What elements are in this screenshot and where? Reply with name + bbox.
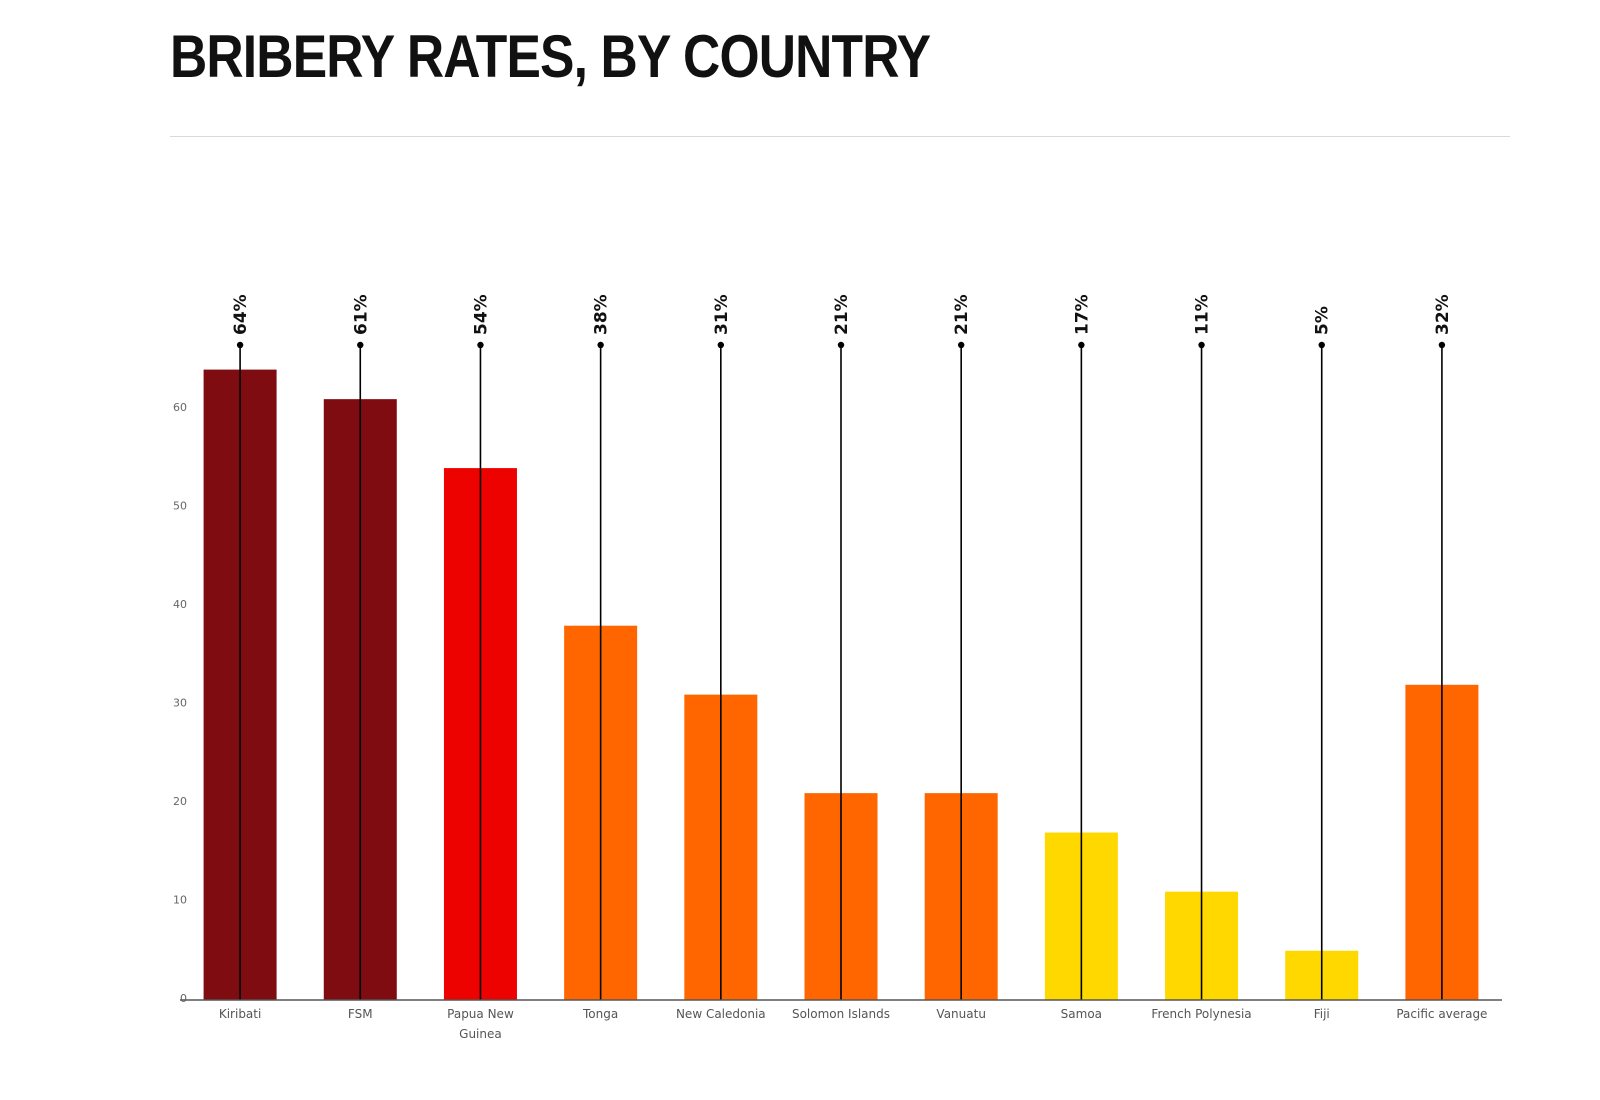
title-divider (170, 136, 1510, 137)
data-label: 21% (832, 294, 852, 335)
data-label: 32% (1433, 294, 1453, 335)
data-label: 61% (351, 294, 371, 335)
value-pin-dot (357, 341, 364, 349)
data-label: 5% (1313, 306, 1333, 335)
value-pin-dot (717, 341, 725, 349)
x-tick-label: Tonga (582, 1007, 618, 1021)
x-tick-label: Vanuatu (936, 1007, 986, 1021)
x-tick-label: Solomon Islands (792, 1007, 890, 1021)
y-tick-label: 40 (173, 598, 187, 611)
data-label: 64% (231, 294, 251, 335)
x-tick-label: Samoa (1061, 1007, 1102, 1021)
data-label: 11% (1193, 294, 1213, 335)
data-label: 31% (712, 294, 732, 335)
x-tick-label: New Caledonia (676, 1007, 766, 1021)
value-pin-dot (236, 341, 244, 349)
y-tick-label: 10 (173, 894, 187, 907)
x-axis: Kiribati FSM Papua New Guinea Tonga New Caled… (180, 999, 1502, 1041)
value-pin-dot (837, 341, 845, 349)
value-pin-dot (597, 341, 604, 349)
value-pin-dot (1438, 341, 1446, 349)
data-label: 21% (952, 294, 972, 335)
value-pin-dot (477, 341, 484, 349)
x-tick-label: Fiji (1314, 1007, 1330, 1021)
y-axis: 0 10 20 30 40 50 60 (173, 401, 187, 1005)
x-tick-label: Papua New Guinea (447, 1007, 514, 1041)
value-pins: 64% 61% 54% 38% 31% 21% 21% 17% 11% 5% 32% (231, 294, 1453, 1000)
data-label: 38% (592, 294, 612, 335)
x-tick-label: Pacific average (1396, 1007, 1487, 1021)
y-tick-label: 50 (173, 500, 187, 513)
y-tick-label: 0 (180, 992, 187, 1005)
value-pin-dot (957, 341, 965, 349)
x-tick-label: FSM (348, 1007, 373, 1021)
x-tick-label: Kiribati (219, 1007, 261, 1021)
x-tick-label: French Polynesia (1151, 1007, 1251, 1021)
data-label: 17% (1072, 294, 1092, 335)
data-label: 54% (471, 294, 491, 335)
y-tick-label: 20 (173, 795, 187, 808)
y-tick-label: 30 (173, 697, 187, 710)
value-pin-dot (1318, 341, 1325, 349)
value-pin-dot (1198, 341, 1205, 349)
y-tick-label: 60 (173, 401, 187, 414)
value-pin-dot (1078, 341, 1085, 349)
page-title: BRIBERY RATES, BY COUNTRY (170, 23, 931, 90)
